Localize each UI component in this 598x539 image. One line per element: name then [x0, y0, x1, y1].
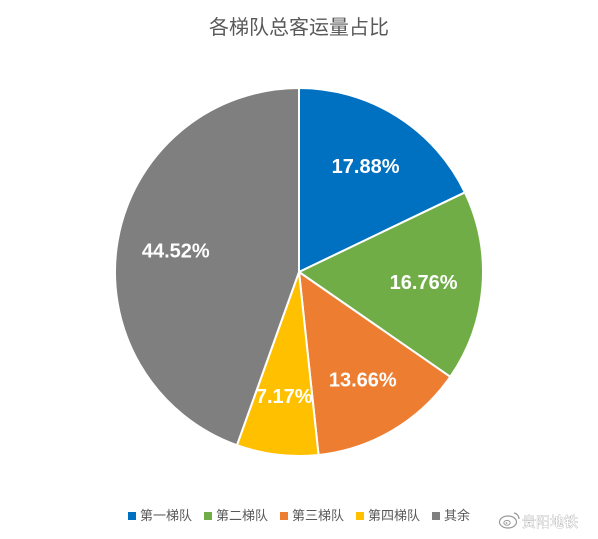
data-label-3: 13.66%	[329, 370, 397, 392]
legend-item-1: 第一梯队	[128, 509, 192, 524]
legend-label-3: 第三梯队	[292, 509, 344, 524]
legend-item-3: 第三梯队	[280, 509, 344, 524]
watermark-text: 贵阳地铁	[522, 515, 578, 531]
pie-slice-5	[114, 87, 300, 447]
watermark: 贵阳地铁	[498, 512, 578, 531]
legend-label-1: 第一梯队	[140, 509, 192, 524]
legend-item-5: 其余	[432, 508, 470, 524]
legend-swatch-1	[128, 512, 136, 520]
legend-label-2: 第二梯队	[216, 509, 268, 524]
data-label-5: 44.52%	[142, 241, 210, 263]
legend-item-4: 第四梯队	[356, 509, 420, 524]
legend-swatch-2	[204, 512, 212, 520]
legend-swatch-5	[432, 512, 440, 520]
legend-label-5: 其余	[444, 508, 470, 524]
pie-slice-2	[298, 191, 484, 378]
data-label-1: 17.88%	[332, 156, 400, 178]
data-label-2: 16.76%	[390, 272, 458, 294]
data-label-4: 7.17%	[256, 386, 313, 408]
weibo-icon	[498, 512, 520, 529]
pie-slice-1	[298, 87, 466, 273]
chart-title: 各梯队总客运量占比	[209, 15, 389, 39]
pie-slices	[114, 87, 484, 457]
legend-swatch-3	[280, 512, 288, 520]
legend-item-2: 第二梯队	[204, 509, 268, 524]
legend: 第一梯队 第二梯队 第三梯队 第四梯队 其余	[128, 508, 470, 524]
pie-slice-3	[298, 271, 452, 456]
legend-swatch-4	[356, 512, 364, 520]
legend-label-4: 第四梯队	[368, 509, 420, 524]
slice-labels: 17.88% 16.76% 13.66% 7.17% 44.52%	[142, 156, 458, 408]
